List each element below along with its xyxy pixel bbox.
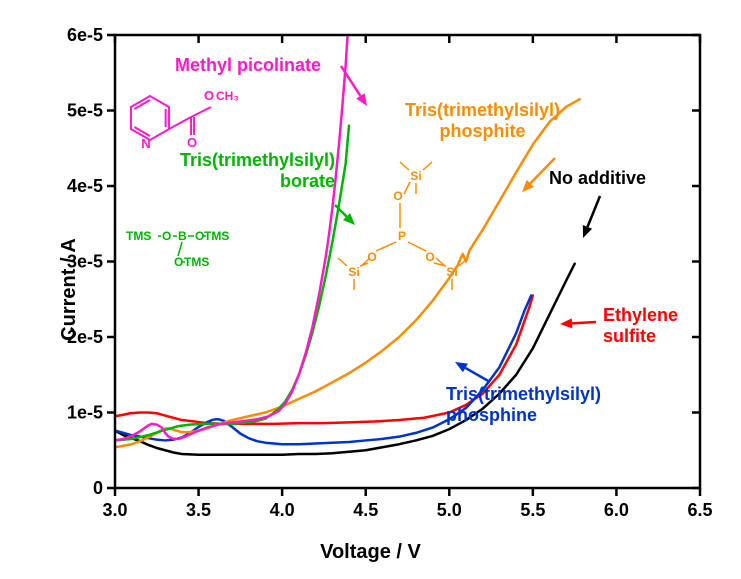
svg-text:Si: Si [410,169,421,183]
annotation-tris-trimethylsilyl-: Tris(trimethylsilyl) phosphine [446,384,601,426]
annotation-tris-trimethylsilyl-: Tris(trimethylsilyl) borate [180,150,335,192]
y-axis-label: Current / A [0,0,359,579]
annotation-ethylene: Ethylene sulfite [603,305,678,347]
x-tick-label: 6.0 [604,500,629,520]
annotation-tris-trimethylsilyl-: Tris(trimethylsilyl) phosphite [405,100,560,142]
chart-wrap: 3.03.54.04.55.05.56.06.501e-52e-53e-54e-… [0,0,741,579]
annotation-no-additive: No additive [549,168,646,189]
svg-text:O: O [425,250,434,264]
svg-text:Si: Si [446,265,457,279]
x-tick-label: 5.5 [520,500,545,520]
svg-text:O: O [367,250,376,264]
x-tick-label: 6.5 [687,500,712,520]
svg-text:O: O [393,189,402,203]
x-tick-label: 5.0 [437,500,462,520]
annotation-methyl-picolinate: Methyl picolinate [175,55,321,76]
svg-text:P: P [398,229,406,243]
